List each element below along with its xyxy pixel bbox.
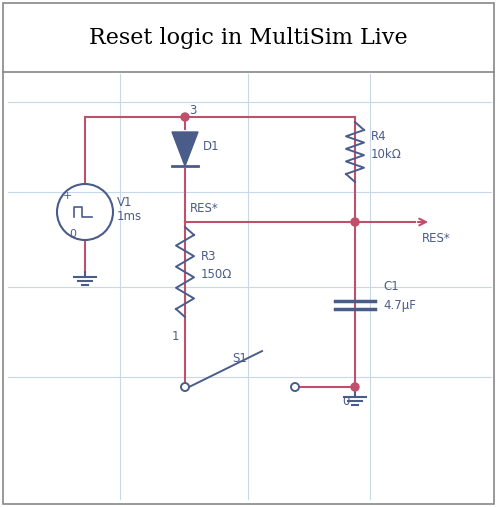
Circle shape — [291, 383, 299, 391]
Text: 3: 3 — [189, 104, 196, 118]
Text: RES*: RES* — [190, 201, 219, 214]
Text: V1: V1 — [117, 196, 133, 208]
Polygon shape — [172, 132, 198, 166]
Circle shape — [181, 383, 189, 391]
Text: 10kΩ: 10kΩ — [371, 148, 402, 161]
Text: RES*: RES* — [422, 233, 451, 245]
Circle shape — [181, 113, 189, 121]
Text: 4.7μF: 4.7μF — [383, 300, 416, 312]
Text: 1ms: 1ms — [117, 210, 142, 224]
Text: 150Ω: 150Ω — [201, 268, 233, 281]
FancyBboxPatch shape — [3, 3, 494, 504]
Text: R3: R3 — [201, 250, 217, 263]
Circle shape — [351, 383, 359, 391]
Text: R4: R4 — [371, 130, 387, 143]
Circle shape — [351, 218, 359, 226]
Text: Reset logic in MultiSim Live: Reset logic in MultiSim Live — [88, 27, 408, 49]
Text: C1: C1 — [383, 280, 399, 294]
Text: 0: 0 — [342, 395, 350, 408]
Text: 1: 1 — [171, 330, 179, 343]
Text: 0: 0 — [70, 229, 77, 239]
Text: S1: S1 — [233, 352, 248, 365]
Text: D1: D1 — [203, 139, 220, 153]
Text: +: + — [62, 191, 72, 201]
